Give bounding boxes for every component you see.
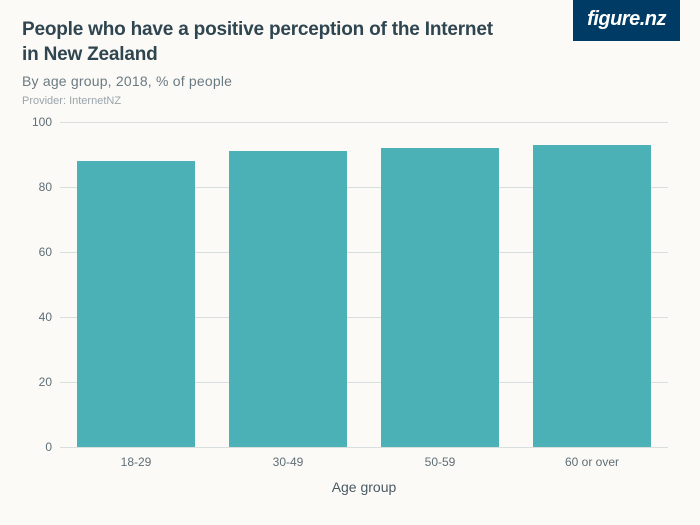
bar [77, 161, 196, 447]
y-tick-label: 40 [22, 310, 52, 324]
chart-provider: Provider: InternetNZ [22, 95, 560, 107]
y-tick-label: 0 [22, 440, 52, 454]
x-tick-label: 60 or over [565, 455, 619, 469]
x-axis-label: Age group [60, 479, 668, 495]
bar [533, 145, 652, 447]
title-line-2: in New Zealand [22, 44, 158, 65]
x-tick-label: 50-59 [425, 455, 456, 469]
grid-line [60, 447, 668, 448]
bar-slot: 60 or over [516, 122, 668, 447]
logo-text: figure.nz [587, 8, 666, 30]
chart-subtitle: By age group, 2018, % of people [22, 73, 560, 89]
bar [381, 148, 500, 447]
chart-title: People who have a positive perception of… [22, 18, 560, 67]
x-tick-label: 18-29 [121, 455, 152, 469]
bars-container: 18-2930-4950-5960 or over [60, 122, 668, 447]
figure-nz-logo: figure.nz [573, 0, 680, 41]
bar-slot: 50-59 [364, 122, 516, 447]
title-line-1: People who have a positive perception of… [22, 19, 493, 40]
y-tick-label: 80 [22, 180, 52, 194]
bar [229, 151, 348, 447]
bar-chart: 02040608010018-2930-4950-5960 or over Ag… [22, 122, 678, 497]
bar-slot: 30-49 [212, 122, 364, 447]
bar-slot: 18-29 [60, 122, 212, 447]
y-tick-label: 20 [22, 375, 52, 389]
x-tick-label: 30-49 [273, 455, 304, 469]
y-tick-label: 100 [22, 115, 52, 129]
chart-header: People who have a positive perception of… [22, 18, 560, 107]
plot-area: 02040608010018-2930-4950-5960 or over [60, 122, 668, 447]
y-tick-label: 60 [22, 245, 52, 259]
